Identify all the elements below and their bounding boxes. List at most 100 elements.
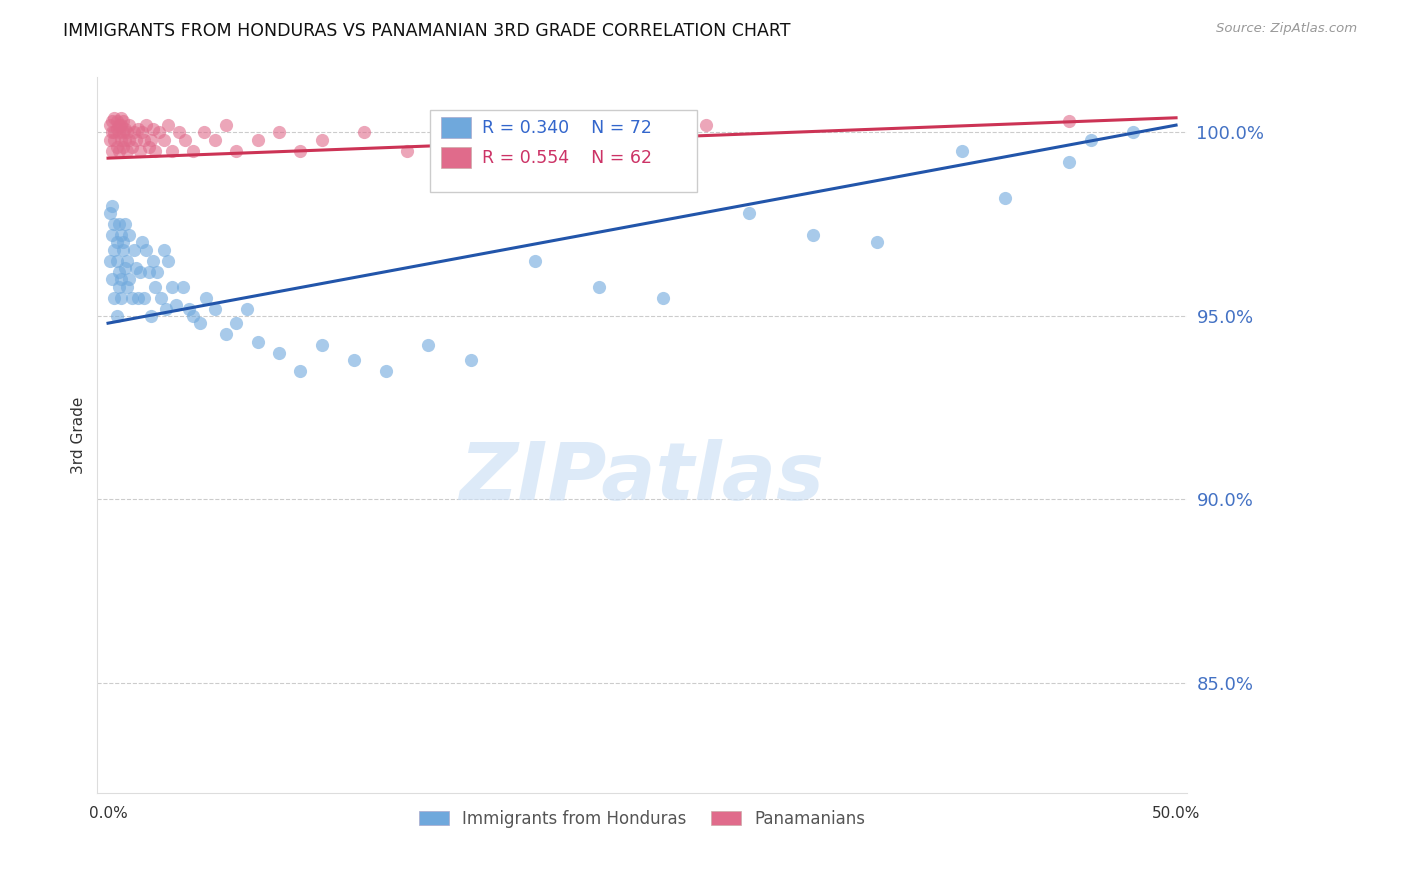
Point <box>135 118 157 132</box>
Point <box>135 243 157 257</box>
Point <box>107 265 129 279</box>
Point <box>204 133 226 147</box>
Point <box>396 144 419 158</box>
Point <box>152 243 174 257</box>
Point <box>107 217 129 231</box>
Point <box>110 272 132 286</box>
Point <box>111 125 134 139</box>
Point <box>105 309 128 323</box>
Point <box>188 316 211 330</box>
Point <box>142 253 165 268</box>
Point <box>105 140 128 154</box>
Point <box>160 279 183 293</box>
Point <box>129 265 152 279</box>
Point <box>107 279 129 293</box>
Point <box>114 261 136 276</box>
Point <box>121 140 143 154</box>
Point <box>114 121 136 136</box>
Point <box>952 144 974 158</box>
Point <box>631 125 654 139</box>
Point <box>165 298 187 312</box>
Point <box>179 301 201 316</box>
Point <box>801 228 824 243</box>
Point <box>103 111 125 125</box>
Point <box>588 279 610 293</box>
Point <box>524 253 547 268</box>
Point <box>138 265 160 279</box>
Point <box>193 125 215 139</box>
Point <box>101 125 124 139</box>
Point <box>311 133 333 147</box>
Point <box>183 144 205 158</box>
Point <box>225 144 247 158</box>
FancyBboxPatch shape <box>440 117 471 138</box>
FancyBboxPatch shape <box>440 147 471 169</box>
Point <box>110 228 132 243</box>
Point <box>111 114 134 128</box>
Point <box>111 243 134 257</box>
Text: R = 0.554    N = 62: R = 0.554 N = 62 <box>482 149 652 167</box>
Point <box>267 345 290 359</box>
Point <box>101 199 124 213</box>
Point <box>142 121 165 136</box>
Point <box>567 133 589 147</box>
Point <box>117 253 139 268</box>
Point <box>118 133 141 147</box>
Point <box>343 352 366 367</box>
Point <box>103 133 125 147</box>
Point <box>105 235 128 250</box>
Point <box>117 144 139 158</box>
Point <box>110 111 132 125</box>
Point <box>121 291 143 305</box>
Point <box>125 133 148 147</box>
Point <box>117 125 139 139</box>
Point <box>374 364 396 378</box>
Point <box>172 279 194 293</box>
Point <box>114 133 136 147</box>
Point <box>127 291 149 305</box>
Point <box>105 253 128 268</box>
Point <box>98 133 121 147</box>
Point <box>866 235 889 250</box>
Point <box>143 144 166 158</box>
Point <box>156 118 179 132</box>
Point <box>129 144 152 158</box>
Legend: Immigrants from Honduras, Panamanians: Immigrants from Honduras, Panamanians <box>412 803 872 834</box>
Point <box>98 206 121 220</box>
Point <box>110 118 132 132</box>
Point <box>652 291 675 305</box>
Point <box>150 291 173 305</box>
Point <box>246 334 269 349</box>
Point <box>167 125 190 139</box>
Point <box>101 144 124 158</box>
Point <box>695 118 717 132</box>
Point <box>183 309 205 323</box>
Point <box>105 121 128 136</box>
Point <box>110 291 132 305</box>
Point <box>1057 114 1080 128</box>
Point <box>195 291 218 305</box>
Point <box>111 235 134 250</box>
Point <box>738 206 761 220</box>
Point <box>290 364 312 378</box>
Point <box>152 133 174 147</box>
Point <box>101 272 124 286</box>
Point <box>118 228 141 243</box>
Point <box>107 125 129 139</box>
Point <box>439 133 461 147</box>
Point <box>134 133 156 147</box>
Text: 0.0%: 0.0% <box>89 805 128 821</box>
Point <box>311 338 333 352</box>
Point <box>114 217 136 231</box>
Point <box>143 279 166 293</box>
Point <box>122 125 145 139</box>
Point <box>155 301 177 316</box>
Point <box>107 144 129 158</box>
Point <box>125 261 148 276</box>
Point <box>139 133 162 147</box>
Point <box>103 217 125 231</box>
Point <box>98 253 121 268</box>
Point <box>146 265 169 279</box>
Point <box>139 309 162 323</box>
Point <box>103 291 125 305</box>
